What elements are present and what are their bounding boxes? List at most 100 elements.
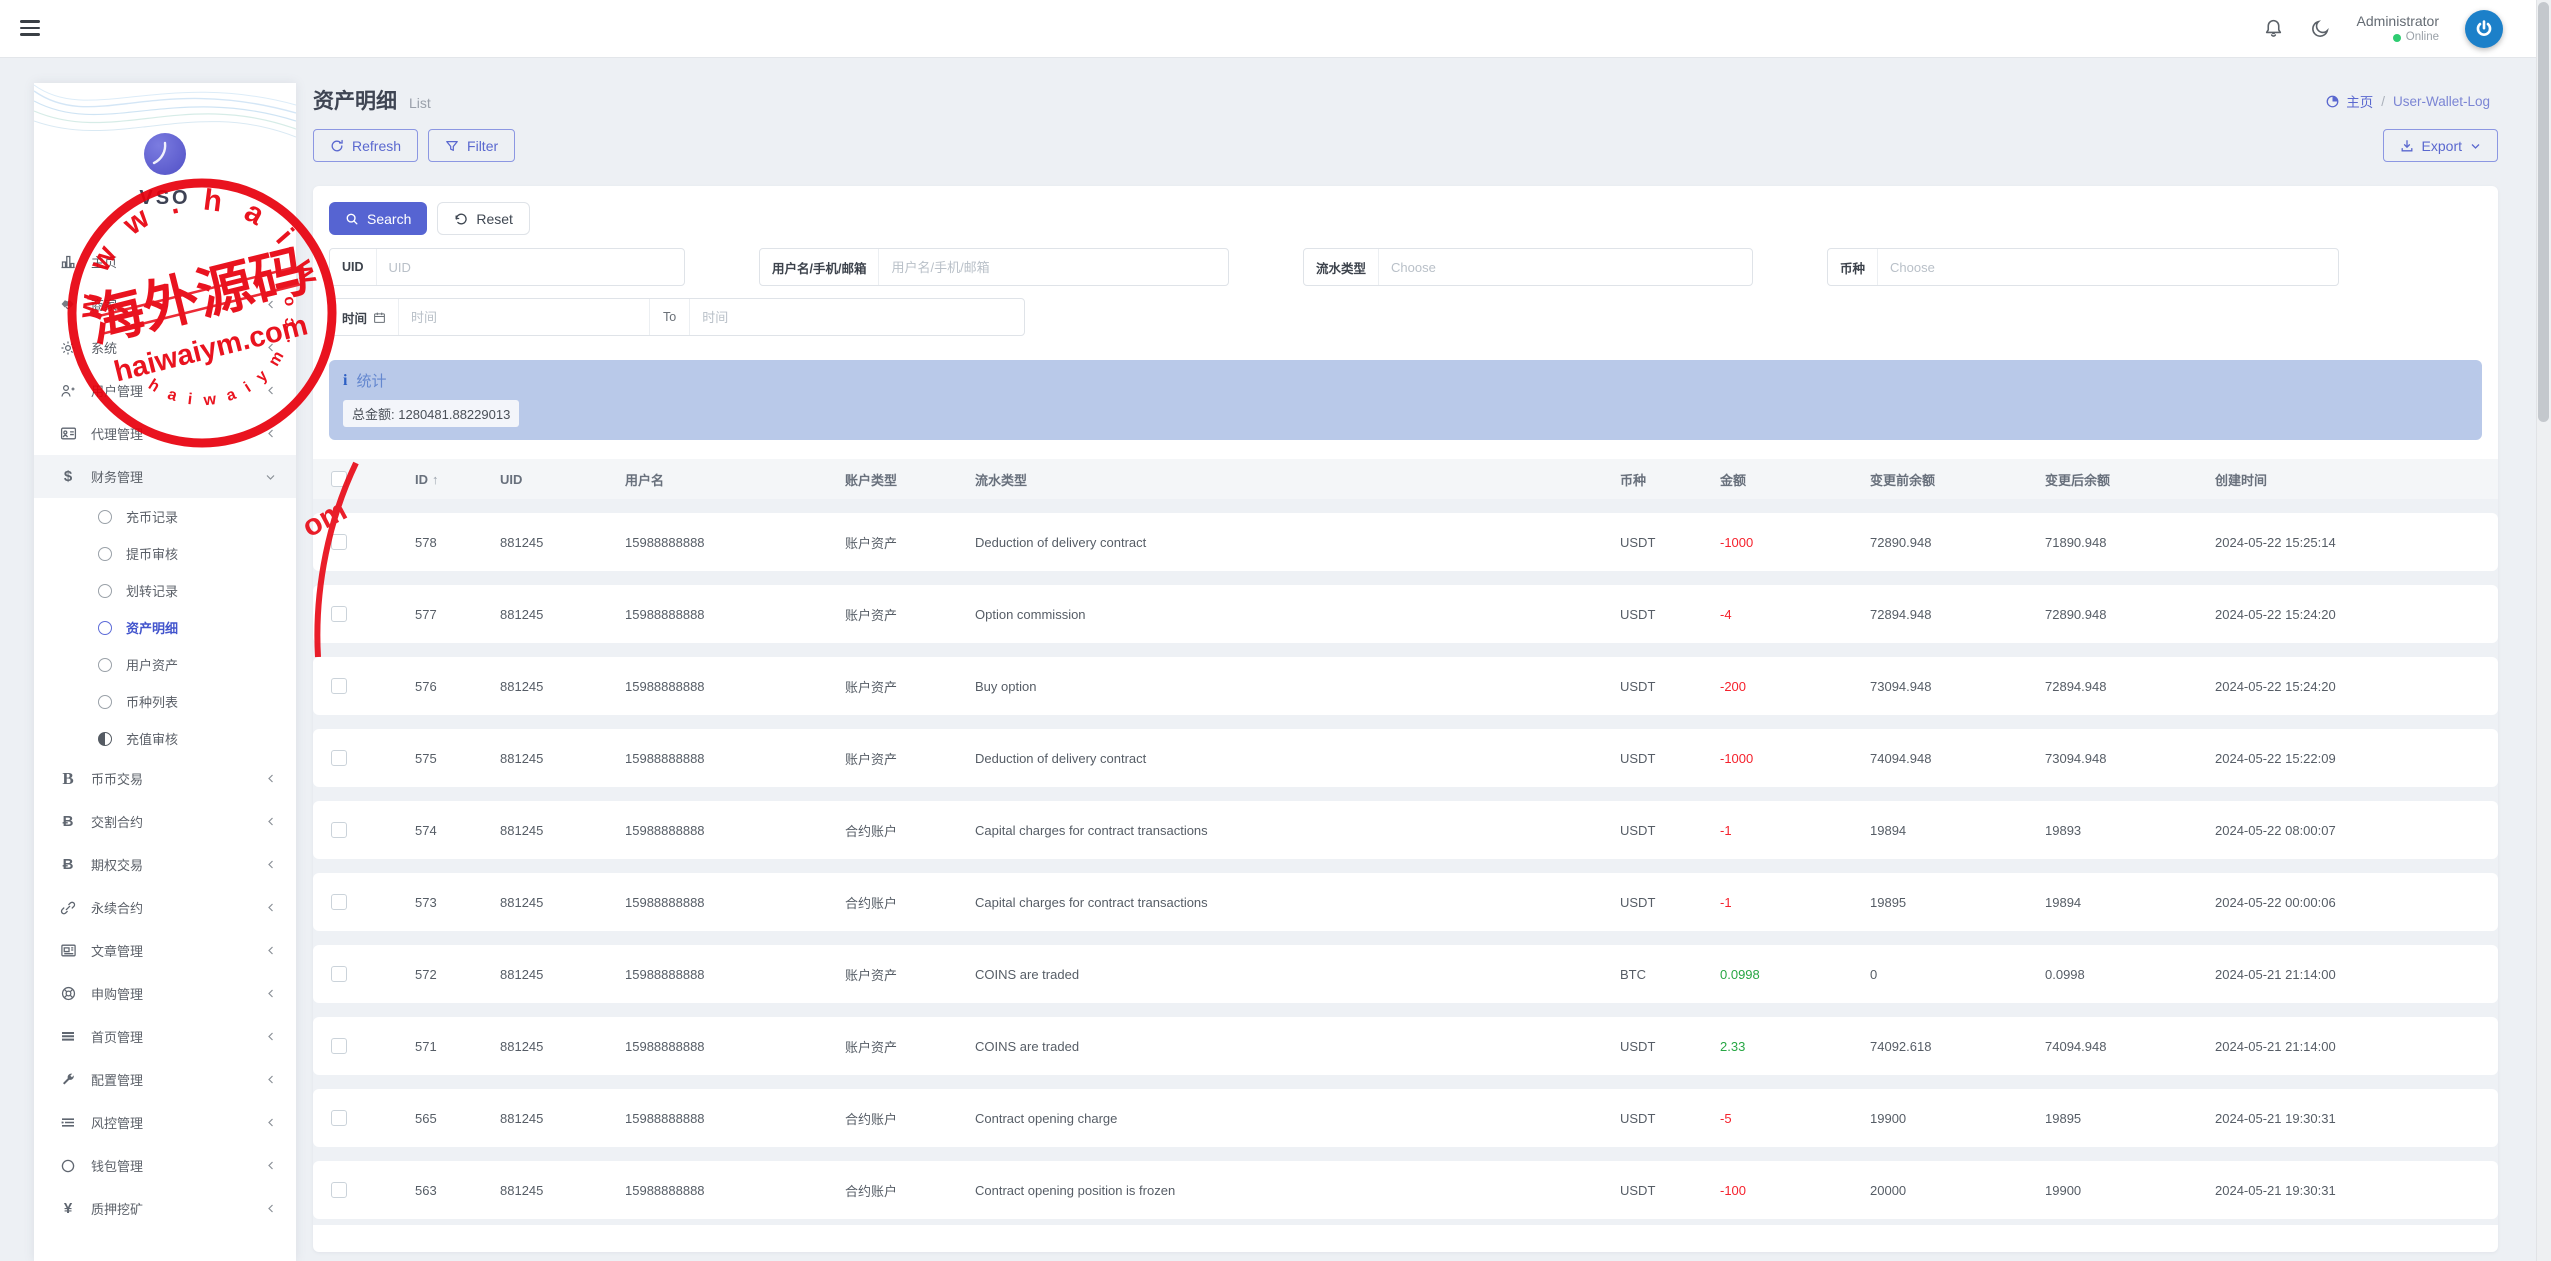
user-info: Administrator Online [2357, 12, 2439, 45]
sidebar-item-subscription-management[interactable]: 申购管理 [34, 972, 296, 1015]
dark-mode-moon-icon[interactable] [2310, 18, 2331, 39]
sidebar-item-risk-management[interactable]: 风控管理 [34, 1101, 296, 1144]
sidebar-item-homepage-management[interactable]: 首页管理 [34, 1015, 296, 1058]
sidebar-item-system[interactable]: 系统 [34, 326, 296, 369]
uid-cell: 881245 [500, 535, 625, 550]
letter-b-icon: B [58, 770, 78, 787]
sidebar-subitem-label: 充值审核 [126, 729, 178, 748]
balance-after-cell: 19893 [2045, 823, 2215, 838]
account-type-cell: 账户资产 [845, 605, 975, 624]
column-header-balance-after: 变更后余额 [2045, 470, 2215, 489]
row-checkbox[interactable] [331, 1110, 347, 1126]
sidebar-item-spot-trading[interactable]: B 币币交易 [34, 757, 296, 800]
row-checkbox[interactable] [331, 966, 347, 982]
reset-button[interactable]: Reset [437, 202, 530, 235]
sidebar-item-delivery-contract[interactable]: Ƀ 交割合约 [34, 800, 296, 843]
sidebar-item-user-assets[interactable]: 用户资产 [34, 646, 296, 683]
row-checkbox[interactable] [331, 822, 347, 838]
flow-type-cell: Capital charges for contract transaction… [975, 895, 1620, 910]
sidebar-item-coin-list[interactable]: 币种列表 [34, 683, 296, 720]
amount-cell: -200 [1720, 679, 1870, 694]
balance-before-cell: 19895 [1870, 895, 2045, 910]
select-all-checkbox[interactable] [331, 471, 347, 487]
balance-before-cell: 72890.948 [1870, 535, 2045, 550]
row-checkbox[interactable] [331, 678, 347, 694]
refresh-button[interactable]: Refresh [313, 129, 418, 162]
user-avatar[interactable] [2465, 10, 2503, 48]
username-cell: 15988888888 [625, 607, 845, 622]
breadcrumb-separator: / [2381, 94, 2385, 109]
created-time-cell: 2024-05-21 21:14:00 [2215, 967, 2498, 982]
undo-icon [454, 212, 468, 226]
export-button[interactable]: Export [2383, 129, 2498, 162]
sidebar-subitem-label: 币种列表 [126, 692, 178, 711]
sidebar-item-perpetual-contract[interactable]: 永续合约 [34, 886, 296, 929]
coin-cell: USDT [1620, 535, 1720, 550]
gear-icon [58, 340, 78, 356]
row-checkbox[interactable] [331, 1038, 347, 1054]
table-row: 565 881245 15988888888 合约账户 Contract ope… [313, 1089, 2498, 1147]
sidebar-item-asset-details[interactable]: 资产明细 [34, 609, 296, 646]
sidebar-item-recharge-review[interactable]: 充值审核 [34, 720, 296, 757]
sidebar-item-options-trading[interactable]: Ƀ 期权交易 [34, 843, 296, 886]
sidebar-item-wallet-management[interactable]: 钱包管理 [34, 1144, 296, 1187]
username-cell: 15988888888 [625, 751, 845, 766]
amount-cell: -1000 [1720, 535, 1870, 550]
bitcoin-icon: Ƀ [58, 857, 78, 872]
table-row: 563 881245 15988888888 合约账户 Contract ope… [313, 1161, 2498, 1219]
chevron-left-icon [266, 342, 276, 353]
sidebar-item-label: 永续合约 [91, 898, 143, 917]
sidebar-item-article-management[interactable]: 文章管理 [34, 929, 296, 972]
id-cell: 565 [415, 1111, 500, 1126]
scrollbar-thumb[interactable] [2538, 2, 2549, 422]
window-scrollbar[interactable] [2536, 0, 2551, 1261]
sidebar-item-merchant[interactable]: 商家 [34, 283, 296, 326]
breadcrumb-home-link[interactable]: 主页 [2325, 91, 2373, 111]
handshake-icon [58, 296, 78, 313]
created-time-cell: 2024-05-22 15:22:09 [2215, 751, 2498, 766]
chevron-left-icon [266, 1074, 276, 1085]
flow-type-cell: COINS are traded [975, 967, 1620, 982]
balance-after-cell: 74094.948 [2045, 1039, 2215, 1054]
search-button[interactable]: Search [329, 202, 427, 235]
time-to-input[interactable] [690, 299, 1024, 335]
sidebar-item-user-management[interactable]: 用户管理 [34, 369, 296, 412]
flow-type-cell: COINS are traded [975, 1039, 1620, 1054]
username-phone-email-input[interactable] [879, 249, 1228, 285]
username-cell: 15988888888 [625, 967, 845, 982]
row-checkbox[interactable] [331, 894, 347, 910]
sidebar-item-transfer-records[interactable]: 划转记录 [34, 572, 296, 609]
breadcrumb: 主页 / User-Wallet-Log [2325, 91, 2490, 111]
uid-input[interactable] [377, 249, 684, 285]
coin-select[interactable] [1878, 249, 2338, 285]
notification-bell-icon[interactable] [2263, 18, 2284, 39]
flow-type-filter-group: 流水类型 [1303, 248, 1753, 286]
sidebar-item-finance-management[interactable]: $ 财务管理 [34, 455, 296, 498]
row-checkbox[interactable] [331, 534, 347, 550]
sidebar-item-agent-management[interactable]: 代理管理 [34, 412, 296, 455]
hamburger-menu-icon[interactable] [20, 20, 40, 40]
circle-icon [98, 695, 112, 709]
dollar-icon: $ [58, 469, 78, 484]
filter-button[interactable]: Filter [428, 129, 515, 162]
page-title: 资产明细 [313, 85, 397, 115]
username-cell: 15988888888 [625, 1183, 845, 1198]
sidebar-item-config-management[interactable]: 配置管理 [34, 1058, 296, 1101]
amount-cell: -5 [1720, 1111, 1870, 1126]
sidebar-item-deposit-records[interactable]: 充币记录 [34, 498, 296, 535]
row-checkbox[interactable] [331, 750, 347, 766]
table-row: 572 881245 15988888888 账户资产 COINS are tr… [313, 945, 2498, 1003]
flow-type-select[interactable] [1379, 249, 1752, 285]
sidebar-item-withdraw-review[interactable]: 提币审核 [34, 535, 296, 572]
flow-type-cell: Deduction of delivery contract [975, 535, 1620, 550]
column-header-id[interactable]: ID↑ [415, 472, 500, 487]
user-name: Administrator [2357, 12, 2439, 30]
id-cell: 572 [415, 967, 500, 982]
row-checkbox[interactable] [331, 1182, 347, 1198]
time-from-input[interactable] [399, 299, 649, 335]
circle-icon [98, 584, 112, 598]
row-checkbox[interactable] [331, 606, 347, 622]
sidebar-item-staking-mining[interactable]: ¥ 质押挖矿 [34, 1187, 296, 1230]
id-cell: 563 [415, 1183, 500, 1198]
sidebar-item-home[interactable]: 主页 [34, 240, 296, 283]
